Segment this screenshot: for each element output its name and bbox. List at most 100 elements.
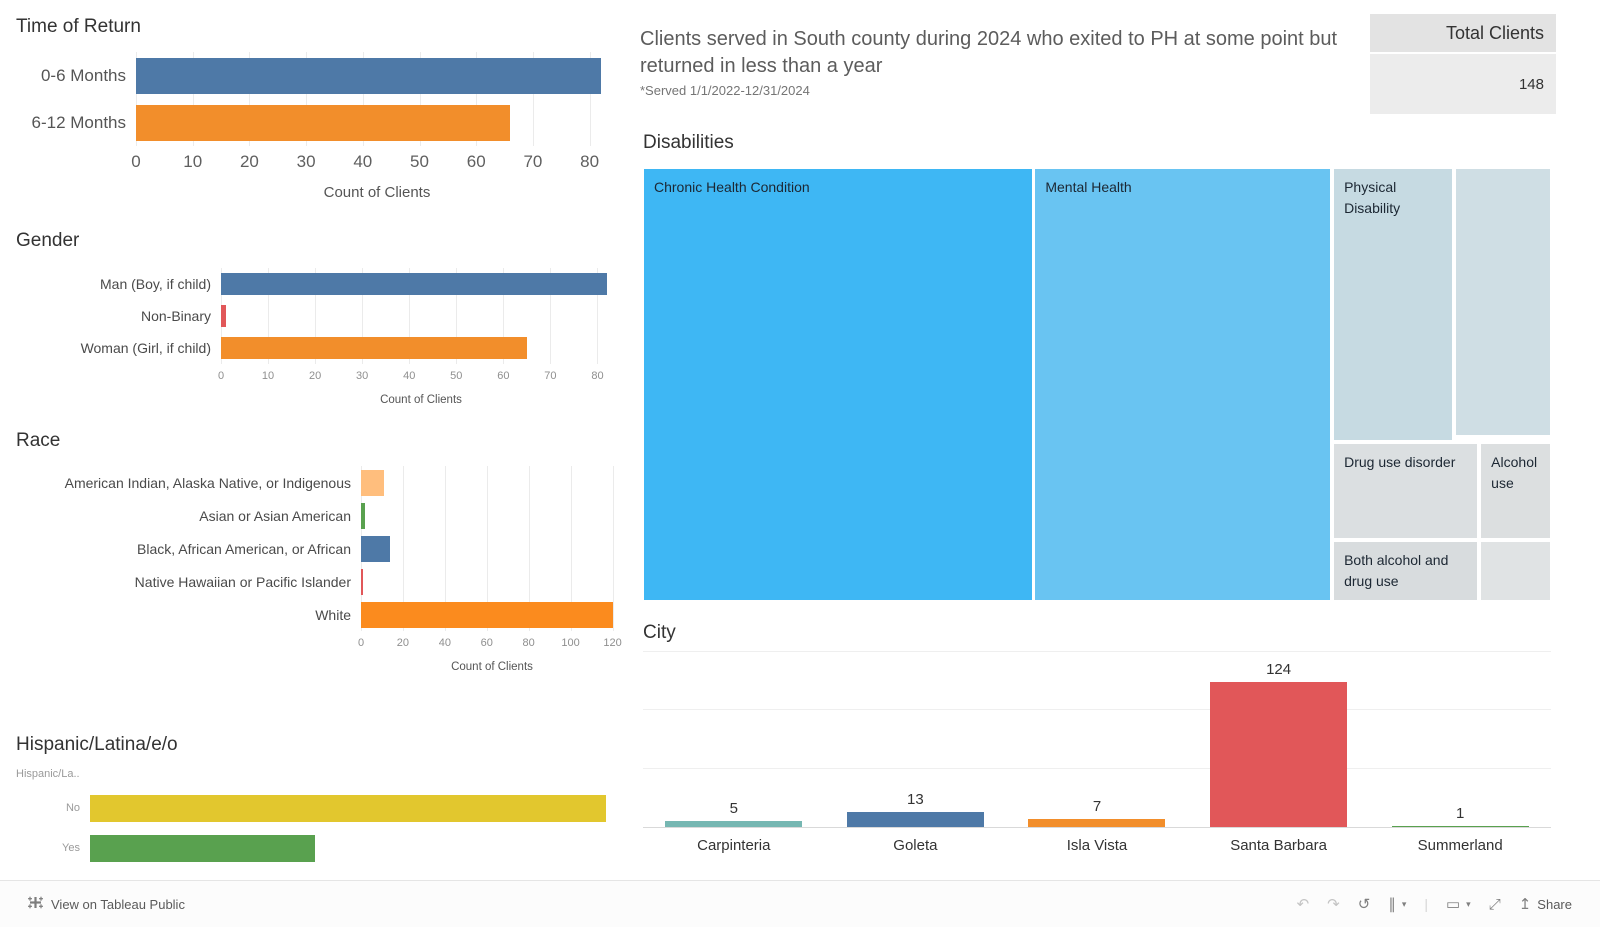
treemap-block[interactable]: Physical Disability: [1333, 168, 1453, 441]
bar-track: [90, 794, 626, 822]
bar-track: [361, 469, 623, 496]
axis-tick: 50: [450, 370, 463, 382]
plot-area: 5 13 7 124 1: [643, 651, 1551, 828]
bar-row: White: [16, 598, 623, 631]
bar-track: [361, 601, 623, 628]
gridline: [409, 268, 411, 364]
category-labels: Carpinteria Goleta Isla Vista Santa Barbara…: [643, 828, 1551, 854]
treemap-block[interactable]: Chronic Health Condition: [643, 168, 1033, 601]
treemap-block[interactable]: Both alcohol and drug use: [1333, 541, 1479, 601]
bar-row: 6-12 Months: [16, 99, 618, 146]
x-axis: 0 20 40 60 80 100 120: [358, 637, 623, 653]
bar[interactable]: [846, 811, 984, 827]
hispanic-chart: Hispanic/Latina/e/o Hispanic/La.. No Yes: [16, 734, 626, 868]
bar[interactable]: [221, 337, 527, 359]
treemap-block[interactable]: Mental Health: [1034, 168, 1332, 601]
bar-rows: 0-6 Months 6-12 Months: [16, 52, 618, 146]
bar[interactable]: [136, 57, 601, 94]
bar[interactable]: [1028, 818, 1166, 827]
axis-tick: 120: [603, 637, 622, 649]
bar[interactable]: [665, 821, 803, 827]
x-axis-title: Count of Clients: [323, 184, 431, 201]
total-clients-card: Total Clients 148: [1370, 14, 1556, 114]
treemap-label: Physical Disability: [1344, 179, 1401, 216]
plot-area: Man (Boy, if child) Non-Binary Woman (Girl…: [16, 268, 621, 364]
category-label: White: [315, 606, 351, 623]
gridline: [456, 268, 458, 364]
bar[interactable]: [136, 104, 511, 141]
view-on-tableau-link[interactable]: View on Tableau Public: [28, 895, 185, 913]
bar[interactable]: [221, 273, 607, 295]
gridline: [315, 268, 317, 364]
category-label: Asian or Asian American: [199, 507, 351, 524]
gridline: [643, 767, 1551, 769]
bar-row: 0-6 Months: [16, 52, 618, 99]
category-label: American Indian, Alaska Native, or Indig…: [64, 474, 351, 491]
category-label: Isla Vista: [1066, 837, 1128, 854]
axis-tick: 60: [480, 637, 493, 649]
bar[interactable]: [221, 305, 226, 327]
category-label: Native Hawaiian or Pacific Islander: [134, 573, 351, 590]
gridline: [362, 268, 364, 364]
chevron-down-icon[interactable]: ▾: [1466, 898, 1471, 909]
category-label: Black, African American, or African: [137, 540, 351, 557]
x-axis-title: Count of Clients: [451, 661, 533, 673]
gridline: [192, 52, 194, 146]
gender-chart: Gender Man (Boy, if child) Non-Binary Woma…: [16, 230, 621, 406]
gridline: [528, 466, 530, 631]
bar-row: Man (Boy, if child): [16, 268, 621, 300]
undo-icon[interactable]: ↶: [1296, 896, 1310, 913]
dashboard-subtitle: *Served 1/1/2022-12/31/2024: [640, 83, 810, 98]
bar[interactable]: [361, 568, 364, 595]
gridline: [444, 466, 446, 631]
pause-updates-icon[interactable]: ∥: [1388, 896, 1396, 913]
x-axis-title: Count of Clients: [380, 394, 462, 406]
bar[interactable]: [90, 794, 606, 822]
bar-rows: American Indian, Alaska Native, or Indig…: [16, 466, 623, 631]
device-layout-icon[interactable]: ▭: [1445, 896, 1461, 913]
share-label: Share: [1537, 896, 1572, 912]
gridline: [136, 52, 137, 146]
gridline: [306, 52, 308, 146]
chevron-down-icon[interactable]: ▾: [1401, 898, 1407, 909]
gridline: [589, 52, 591, 146]
treemap-block[interactable]: Drug use disorder: [1333, 442, 1479, 540]
bar[interactable]: [361, 502, 366, 529]
treemap-label: Chronic Health Condition: [654, 179, 810, 195]
category-label: Summerland: [1417, 837, 1503, 854]
value-label: 124: [1266, 661, 1292, 679]
footer-toolbar: View on Tableau Public ↶ ↷ ↺ ∥ ▾ | ▭ ▾ ⤢…: [0, 880, 1600, 927]
replay-icon[interactable]: ↺: [1357, 896, 1371, 913]
axis-tick: 20: [396, 637, 410, 649]
bar[interactable]: [1210, 682, 1348, 827]
bar[interactable]: [361, 535, 391, 562]
bar[interactable]: [90, 834, 316, 862]
axis-tick: 0: [217, 370, 225, 382]
row-header: Hispanic/La..: [16, 768, 80, 780]
axis-tick: 60: [497, 370, 510, 382]
bar-row: Woman (Girl, if child): [16, 332, 621, 364]
gridline: [402, 466, 404, 631]
gridline: [249, 52, 251, 146]
axis-tick: 20: [239, 152, 259, 171]
bar-rows: No Yes: [16, 788, 626, 868]
gridline: [268, 268, 270, 364]
treemap-block-unlabeled[interactable]: [1454, 168, 1551, 437]
bar-track: [221, 337, 621, 359]
axis-tick: 30: [296, 152, 316, 171]
bar[interactable]: [361, 601, 613, 628]
redo-icon[interactable]: ↷: [1327, 896, 1340, 913]
share-button[interactable]: ↥ Share: [1519, 895, 1572, 913]
treemap-block-unlabeled[interactable]: [1480, 541, 1551, 601]
fullscreen-icon[interactable]: ⤢: [1488, 895, 1501, 913]
toolbar-actions: ↶ ↷ ↺ ∥ ▾ | ▭ ▾ ⤢ ↥ Share: [1296, 895, 1572, 914]
gridline: [486, 466, 488, 631]
gridlines: [136, 52, 618, 146]
plot-area: No Yes: [16, 788, 626, 868]
category-label: Santa Barbara: [1230, 837, 1327, 854]
treemap-block[interactable]: Alcohol use: [1480, 442, 1551, 540]
bar[interactable]: [361, 469, 385, 496]
bar-row: Native Hawaiian or Pacific Islander: [16, 565, 623, 598]
value-label: 5: [729, 800, 738, 818]
bar[interactable]: [1391, 825, 1529, 827]
